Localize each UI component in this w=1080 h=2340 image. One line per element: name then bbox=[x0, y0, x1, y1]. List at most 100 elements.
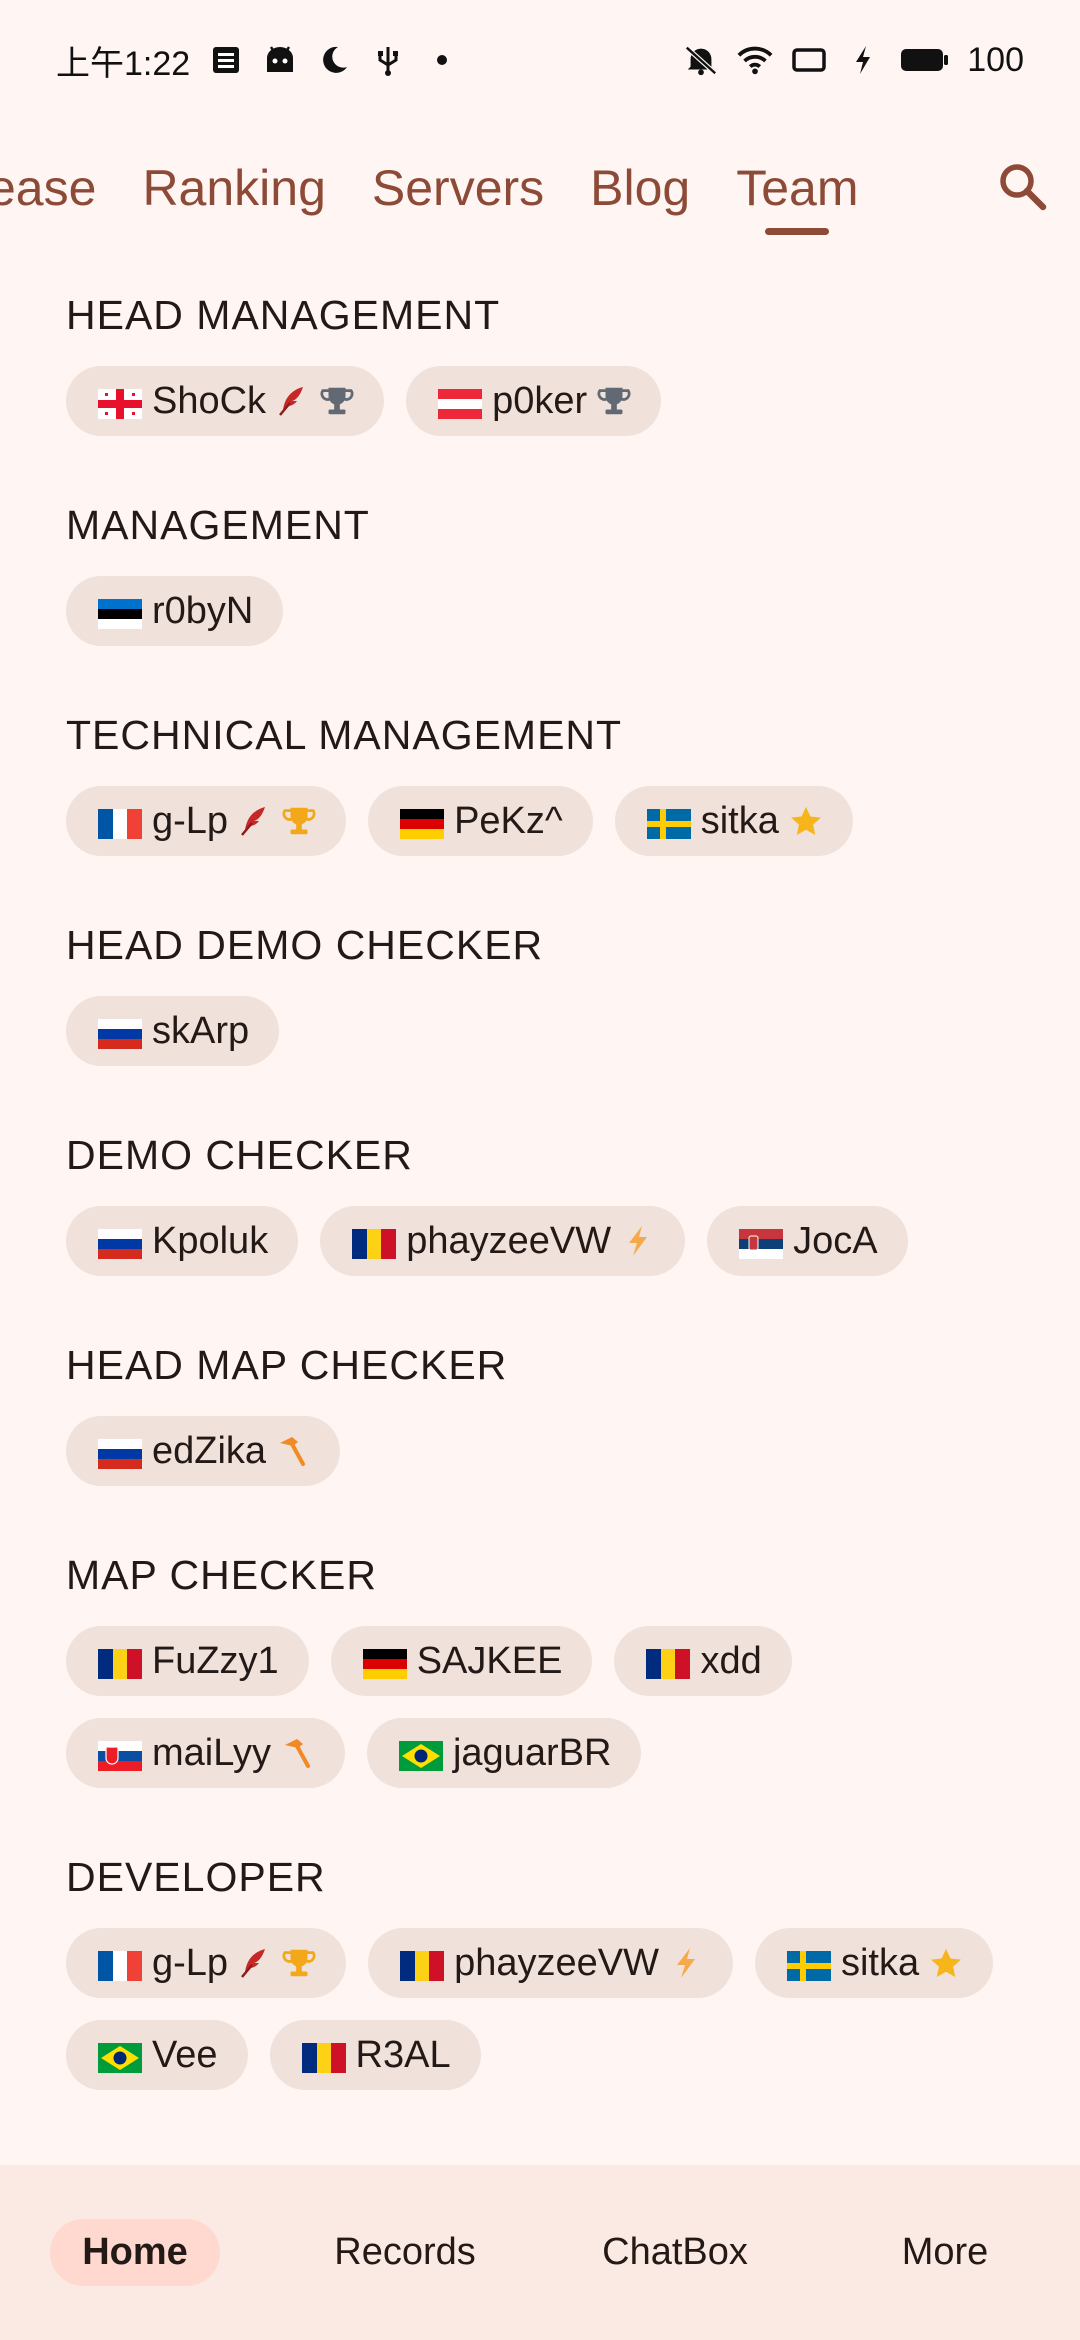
bolt-icon bbox=[621, 1224, 655, 1258]
member-chip[interactable]: maiLyy bbox=[66, 1718, 345, 1788]
team-section: DEMO CHECKER Kpoluk phayzeeVW JocA bbox=[66, 1130, 1026, 1276]
member-chip[interactable]: ShoCk bbox=[66, 366, 385, 436]
flag-brazil-icon bbox=[398, 1738, 443, 1771]
member-chip[interactable]: sitka bbox=[754, 1928, 994, 1998]
member-name: JocA bbox=[793, 1219, 878, 1262]
notes-icon bbox=[208, 42, 244, 78]
flag-russia-icon bbox=[98, 1436, 142, 1469]
member-chip[interactable]: Vee bbox=[66, 2020, 248, 2090]
member-chip[interactable]: JocA bbox=[707, 1206, 908, 1276]
trophy-icon bbox=[320, 384, 354, 418]
tab-blog[interactable]: Blog bbox=[590, 159, 691, 216]
nav-more[interactable]: More bbox=[810, 2218, 1080, 2288]
team-section: DEVELOPER g-Lp phayzeeVW sitka Vee R3AL bbox=[66, 1852, 1026, 2090]
top-tab-bar: ease Ranking Servers Blog Team bbox=[0, 130, 1080, 245]
member-chip[interactable]: R3AL bbox=[269, 2020, 481, 2090]
flag-russia-icon bbox=[98, 1226, 142, 1259]
flag-romania-icon bbox=[98, 1646, 142, 1679]
member-chip-list: edZika bbox=[66, 1416, 1026, 1486]
star-icon bbox=[789, 804, 823, 838]
nav-home[interactable]: Home bbox=[0, 2218, 270, 2288]
tab-release[interactable]: ease bbox=[0, 159, 97, 216]
member-name: phayzeeVW bbox=[406, 1219, 612, 1262]
member-chip[interactable]: g-Lp bbox=[66, 786, 347, 856]
member-name: r0byN bbox=[152, 589, 254, 632]
member-chip[interactable]: g-Lp bbox=[66, 1928, 347, 1998]
flag-sweden-icon bbox=[646, 806, 691, 839]
nav-records[interactable]: Records bbox=[270, 2218, 540, 2288]
bolt-icon bbox=[669, 1946, 703, 1980]
feather-icon bbox=[238, 804, 272, 838]
member-chip[interactable]: p0ker bbox=[406, 366, 662, 436]
battery-level: 100 bbox=[967, 40, 1024, 79]
section-title: HEAD MANAGEMENT bbox=[66, 292, 501, 338]
member-chip[interactable]: skArp bbox=[66, 996, 280, 1066]
bottom-navigation: Home Records ChatBox More bbox=[0, 2165, 1080, 2340]
status-bar-right: 100 bbox=[683, 41, 1024, 80]
tab-ranking[interactable]: Ranking bbox=[142, 159, 326, 216]
member-name: skArp bbox=[152, 1009, 250, 1052]
member-chip[interactable]: sitka bbox=[614, 786, 853, 856]
section-title: MAP CHECKER bbox=[66, 1552, 377, 1598]
member-chip-list: FuZzy1 SAJKEE xdd maiLyy jaguarBR bbox=[66, 1626, 1026, 1788]
search-icon bbox=[995, 159, 1049, 218]
trophy-icon bbox=[282, 804, 316, 838]
nav-home-label: Home bbox=[50, 2219, 220, 2286]
member-name: maiLyy bbox=[152, 1731, 271, 1774]
team-section: HEAD DEMO CHECKER skArp bbox=[66, 920, 1026, 1066]
member-chip-list: skArp bbox=[66, 996, 1026, 1066]
member-chip[interactable]: FuZzy1 bbox=[66, 1626, 309, 1696]
member-chip[interactable]: PeKz^ bbox=[368, 786, 593, 856]
moon-icon bbox=[316, 42, 352, 78]
member-chip[interactable]: jaguarBR bbox=[366, 1718, 642, 1788]
nav-chatbox[interactable]: ChatBox bbox=[540, 2218, 810, 2288]
tab-team[interactable]: Team bbox=[736, 130, 858, 245]
member-chip[interactable]: xdd bbox=[614, 1626, 792, 1696]
tab-list: ease Ranking Servers Blog Team bbox=[0, 130, 859, 245]
trophy-icon bbox=[597, 384, 631, 418]
team-section: MAP CHECKER FuZzy1 SAJKEE xdd maiLyy jaguarBR bbox=[66, 1550, 1026, 1788]
member-chip[interactable]: edZika bbox=[66, 1416, 341, 1486]
tab-servers[interactable]: Servers bbox=[371, 159, 545, 216]
section-title: HEAD DEMO CHECKER bbox=[66, 922, 544, 968]
member-chip-list: g-Lp phayzeeVW sitka Vee R3AL bbox=[66, 1928, 1026, 2090]
usb-icon bbox=[370, 42, 406, 78]
member-chip[interactable]: phayzeeVW bbox=[368, 1928, 733, 1998]
member-name: R3AL bbox=[355, 2033, 451, 2076]
flag-romania-icon bbox=[352, 1226, 397, 1259]
search-button[interactable] bbox=[990, 156, 1054, 220]
team-section: MANAGEMENT r0byN bbox=[66, 500, 1026, 646]
flag-romania-icon bbox=[301, 2040, 346, 2073]
dot-icon bbox=[424, 42, 460, 78]
member-name: SAJKEE bbox=[416, 1639, 563, 1682]
star-icon bbox=[929, 1946, 963, 1980]
nav-records-label: Records bbox=[334, 2231, 476, 2273]
member-chip[interactable]: SAJKEE bbox=[330, 1626, 593, 1696]
flag-brazil-icon bbox=[98, 2040, 142, 2073]
member-chip-list: g-Lp PeKz^ sitka bbox=[66, 786, 1026, 856]
status-bar: 上午1:22 100 bbox=[0, 0, 1080, 120]
nav-chatbox-label: ChatBox bbox=[602, 2231, 748, 2273]
member-chip[interactable]: phayzeeVW bbox=[320, 1206, 686, 1276]
flag-france-icon bbox=[98, 1948, 142, 1981]
member-chip[interactable]: r0byN bbox=[66, 576, 284, 646]
flag-germany-icon bbox=[400, 806, 445, 839]
member-name: Vee bbox=[152, 2033, 218, 2076]
team-section: HEAD MANAGEMENT ShoCk p0ker bbox=[66, 290, 1026, 436]
flag-france-icon bbox=[98, 806, 142, 839]
member-name: jaguarBR bbox=[452, 1731, 612, 1774]
flag-romania-icon bbox=[400, 1948, 445, 1981]
member-name: p0ker bbox=[492, 379, 588, 422]
flag-germany-icon bbox=[362, 1646, 407, 1679]
section-title: DEVELOPER bbox=[66, 1854, 326, 1900]
battery-icon bbox=[899, 42, 949, 78]
member-chip[interactable]: Kpoluk bbox=[66, 1206, 299, 1276]
team-section: HEAD MAP CHECKER edZika bbox=[66, 1340, 1026, 1486]
flag-russia-icon bbox=[98, 1016, 142, 1049]
member-chip-list: ShoCk p0ker bbox=[66, 366, 1026, 436]
member-name: sitka bbox=[700, 799, 779, 842]
flag-serbia-icon bbox=[739, 1226, 784, 1259]
flag-austria-icon bbox=[438, 386, 483, 419]
feather-icon bbox=[238, 1946, 272, 1980]
android-icon bbox=[262, 42, 298, 78]
